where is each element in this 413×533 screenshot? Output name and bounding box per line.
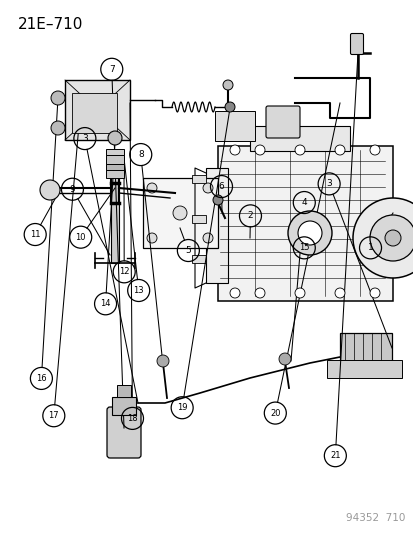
Circle shape [212, 195, 223, 205]
Circle shape [51, 121, 65, 135]
FancyBboxPatch shape [106, 170, 124, 178]
Circle shape [369, 145, 379, 155]
Circle shape [147, 233, 157, 243]
Text: 18: 18 [127, 414, 138, 423]
Circle shape [51, 91, 65, 105]
Circle shape [278, 353, 290, 365]
Text: 14: 14 [100, 300, 111, 308]
FancyBboxPatch shape [206, 168, 228, 283]
Circle shape [173, 206, 187, 220]
Circle shape [297, 221, 321, 245]
Text: 8: 8 [138, 150, 143, 159]
FancyBboxPatch shape [266, 106, 299, 138]
Text: 5: 5 [185, 246, 191, 255]
FancyBboxPatch shape [192, 175, 206, 183]
Circle shape [287, 211, 331, 255]
FancyBboxPatch shape [112, 397, 136, 415]
FancyBboxPatch shape [111, 168, 119, 263]
Text: 7: 7 [109, 65, 114, 74]
Circle shape [369, 288, 379, 298]
Text: 94352  710: 94352 710 [345, 513, 404, 523]
FancyBboxPatch shape [72, 93, 117, 133]
FancyBboxPatch shape [106, 164, 124, 170]
Circle shape [254, 288, 264, 298]
Circle shape [108, 131, 122, 145]
Text: 3: 3 [325, 180, 331, 188]
Text: 2: 2 [247, 212, 253, 220]
Circle shape [202, 233, 212, 243]
FancyBboxPatch shape [106, 155, 124, 164]
Text: 9: 9 [69, 185, 75, 193]
Circle shape [224, 102, 235, 112]
FancyBboxPatch shape [192, 255, 206, 263]
FancyBboxPatch shape [142, 178, 218, 248]
Circle shape [230, 145, 240, 155]
FancyBboxPatch shape [214, 111, 254, 141]
FancyBboxPatch shape [326, 360, 401, 378]
Circle shape [294, 145, 304, 155]
Circle shape [334, 288, 344, 298]
FancyBboxPatch shape [107, 407, 141, 458]
FancyBboxPatch shape [339, 333, 391, 363]
FancyBboxPatch shape [65, 80, 130, 140]
Circle shape [230, 288, 240, 298]
Text: 12: 12 [119, 268, 129, 276]
Circle shape [40, 180, 60, 200]
Text: 20: 20 [269, 409, 280, 417]
FancyBboxPatch shape [249, 126, 349, 151]
Text: 4: 4 [301, 198, 306, 207]
Text: 21: 21 [329, 451, 340, 460]
FancyBboxPatch shape [117, 385, 131, 397]
FancyBboxPatch shape [218, 146, 392, 301]
FancyBboxPatch shape [350, 34, 363, 54]
Text: 19: 19 [176, 403, 187, 412]
Circle shape [223, 80, 233, 90]
Text: 21E–710: 21E–710 [18, 17, 83, 32]
Circle shape [147, 183, 157, 193]
Circle shape [202, 183, 212, 193]
Text: 16: 16 [36, 374, 47, 383]
Text: 13: 13 [133, 286, 144, 295]
Text: 10: 10 [75, 233, 86, 241]
Circle shape [157, 355, 169, 367]
FancyBboxPatch shape [106, 149, 124, 155]
FancyBboxPatch shape [192, 215, 206, 223]
Circle shape [254, 145, 264, 155]
Text: 1: 1 [367, 244, 373, 252]
Text: 3: 3 [82, 134, 88, 143]
Text: 17: 17 [48, 411, 59, 420]
Text: 15: 15 [298, 244, 309, 252]
Circle shape [352, 198, 413, 278]
Text: 6: 6 [218, 182, 224, 191]
Circle shape [294, 288, 304, 298]
Circle shape [384, 230, 400, 246]
Text: 11: 11 [30, 230, 40, 239]
Circle shape [334, 145, 344, 155]
Circle shape [369, 215, 413, 261]
